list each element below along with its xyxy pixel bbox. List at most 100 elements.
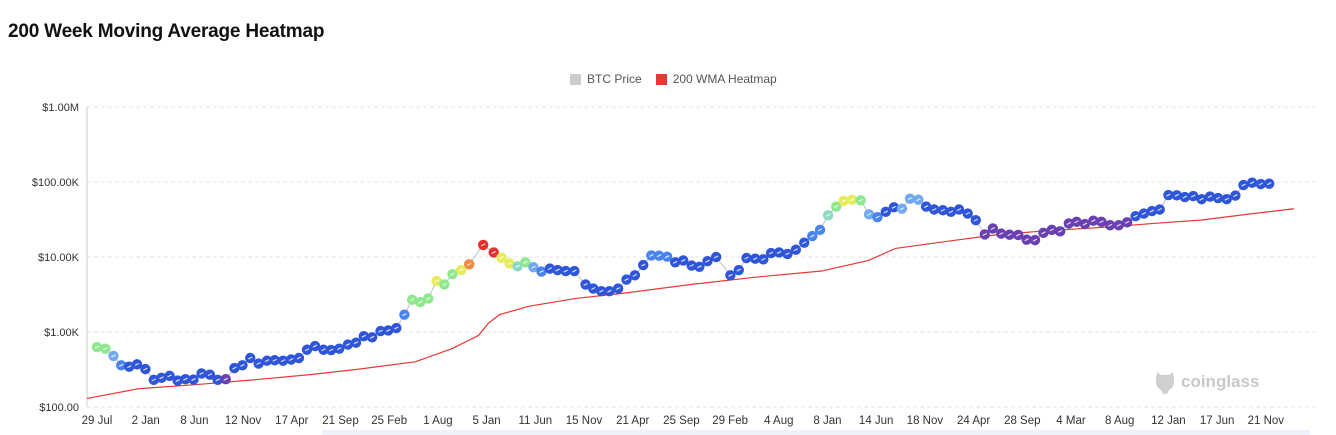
point-tick: [916, 198, 921, 202]
point-tick: [752, 257, 758, 261]
point-tick: [1215, 196, 1221, 200]
point-tick: [1166, 193, 1171, 197]
point-tick: [480, 243, 486, 247]
point-tick: [1241, 183, 1246, 187]
point-tick: [563, 269, 568, 273]
point-tick: [785, 252, 790, 256]
y-tick-label: $100.00: [39, 402, 79, 414]
point-tick: [825, 213, 831, 217]
point-tick: [94, 345, 100, 349]
point-tick: [159, 376, 164, 380]
point-tick: [103, 347, 108, 351]
legend-item-btc-price[interactable]: BTC Price: [570, 72, 642, 86]
point-tick: [369, 335, 375, 339]
point-tick: [1124, 220, 1130, 224]
point-tick: [539, 269, 544, 274]
x-tick-label: 1 Aug: [423, 415, 452, 427]
point-tick: [223, 377, 228, 381]
point-tick: [434, 279, 439, 283]
point-tick: [555, 268, 560, 272]
point-tick: [948, 210, 954, 214]
point-tick: [607, 289, 612, 293]
point-tick: [515, 264, 520, 268]
legend-swatch: [570, 73, 581, 85]
point-tick: [982, 232, 988, 236]
point-tick: [591, 286, 596, 291]
point-tick: [118, 363, 124, 367]
legend-item-200wma-heatmap[interactable]: 200 WMA Heatmap: [655, 72, 777, 86]
x-tick-label: 25 Feb: [371, 415, 407, 427]
y-tick-label: $1.00K: [44, 327, 80, 339]
x-tick-label: 5 Jan: [473, 415, 501, 427]
x-tick-label: 18 Nov: [907, 415, 944, 427]
point-tick: [1074, 220, 1079, 224]
point-tick: [965, 211, 970, 216]
y-tick-label: $1.00M: [42, 102, 79, 114]
point-tick: [1041, 231, 1046, 235]
x-tick-label: 25 Sep: [663, 415, 699, 427]
x-tick-label: 29 Feb: [712, 415, 748, 427]
legend-swatch: [655, 73, 667, 85]
point-tick: [940, 208, 946, 212]
x-tick-label: 21 Sep: [322, 415, 358, 427]
x-tick-label: 2 Jan: [132, 415, 160, 427]
point-tick: [866, 212, 872, 216]
point-tick: [907, 197, 913, 201]
watermark-text: coinglass: [1181, 372, 1260, 391]
point-tick: [272, 358, 278, 362]
point-tick: [143, 367, 148, 371]
point-tick: [858, 198, 863, 202]
point-tick: [833, 205, 839, 209]
point-tick: [697, 265, 702, 269]
point-tick: [973, 218, 979, 222]
point-tick: [1091, 219, 1096, 223]
point-tick: [402, 313, 407, 317]
point-tick: [672, 260, 678, 264]
point-tick: [1016, 233, 1021, 237]
range-slider[interactable]: [322, 430, 1310, 435]
point-tick: [1024, 238, 1029, 242]
x-tick-label: 12 Nov: [225, 415, 262, 427]
point-tick: [240, 363, 245, 367]
point-tick: [523, 260, 528, 264]
point-tick: [736, 268, 742, 272]
x-tick-label: 8 Aug: [1105, 415, 1134, 427]
point-tick: [232, 366, 237, 370]
x-tick-label: 8 Jun: [180, 415, 208, 427]
point-tick: [1141, 211, 1147, 216]
point-tick: [656, 254, 662, 258]
point-tick: [304, 348, 310, 352]
point-tick: [849, 198, 855, 202]
point-tick: [264, 359, 270, 363]
point-tick: [1207, 194, 1213, 199]
point-tick: [899, 207, 905, 211]
x-tick-label: 17 Jun: [1200, 415, 1235, 427]
point-tick: [353, 341, 359, 345]
point-tick: [956, 207, 962, 212]
point-tick: [378, 329, 383, 333]
point-tick: [689, 263, 694, 268]
point-tick: [409, 298, 415, 302]
x-tick-label: 29 Jul: [82, 415, 113, 427]
point-tick: [624, 278, 629, 282]
point-tick: [151, 378, 157, 382]
point-tick: [215, 378, 220, 382]
point-tick: [1057, 229, 1063, 233]
x-tick-label: 11 Jun: [518, 415, 552, 427]
point-tick: [1182, 195, 1188, 199]
point-tick: [126, 365, 132, 369]
point-tick: [1258, 182, 1264, 186]
point-tick: [247, 356, 253, 360]
point-tick: [728, 273, 733, 277]
point-tick: [288, 357, 294, 362]
point-tick: [417, 300, 423, 304]
point-tick: [191, 378, 196, 382]
point-tick: [632, 273, 638, 277]
point-tick: [990, 226, 996, 231]
point-tick: [167, 374, 172, 378]
point-tick: [713, 255, 719, 259]
point-tick: [761, 257, 766, 261]
point-tick: [649, 253, 654, 257]
point-tick: [321, 348, 326, 352]
